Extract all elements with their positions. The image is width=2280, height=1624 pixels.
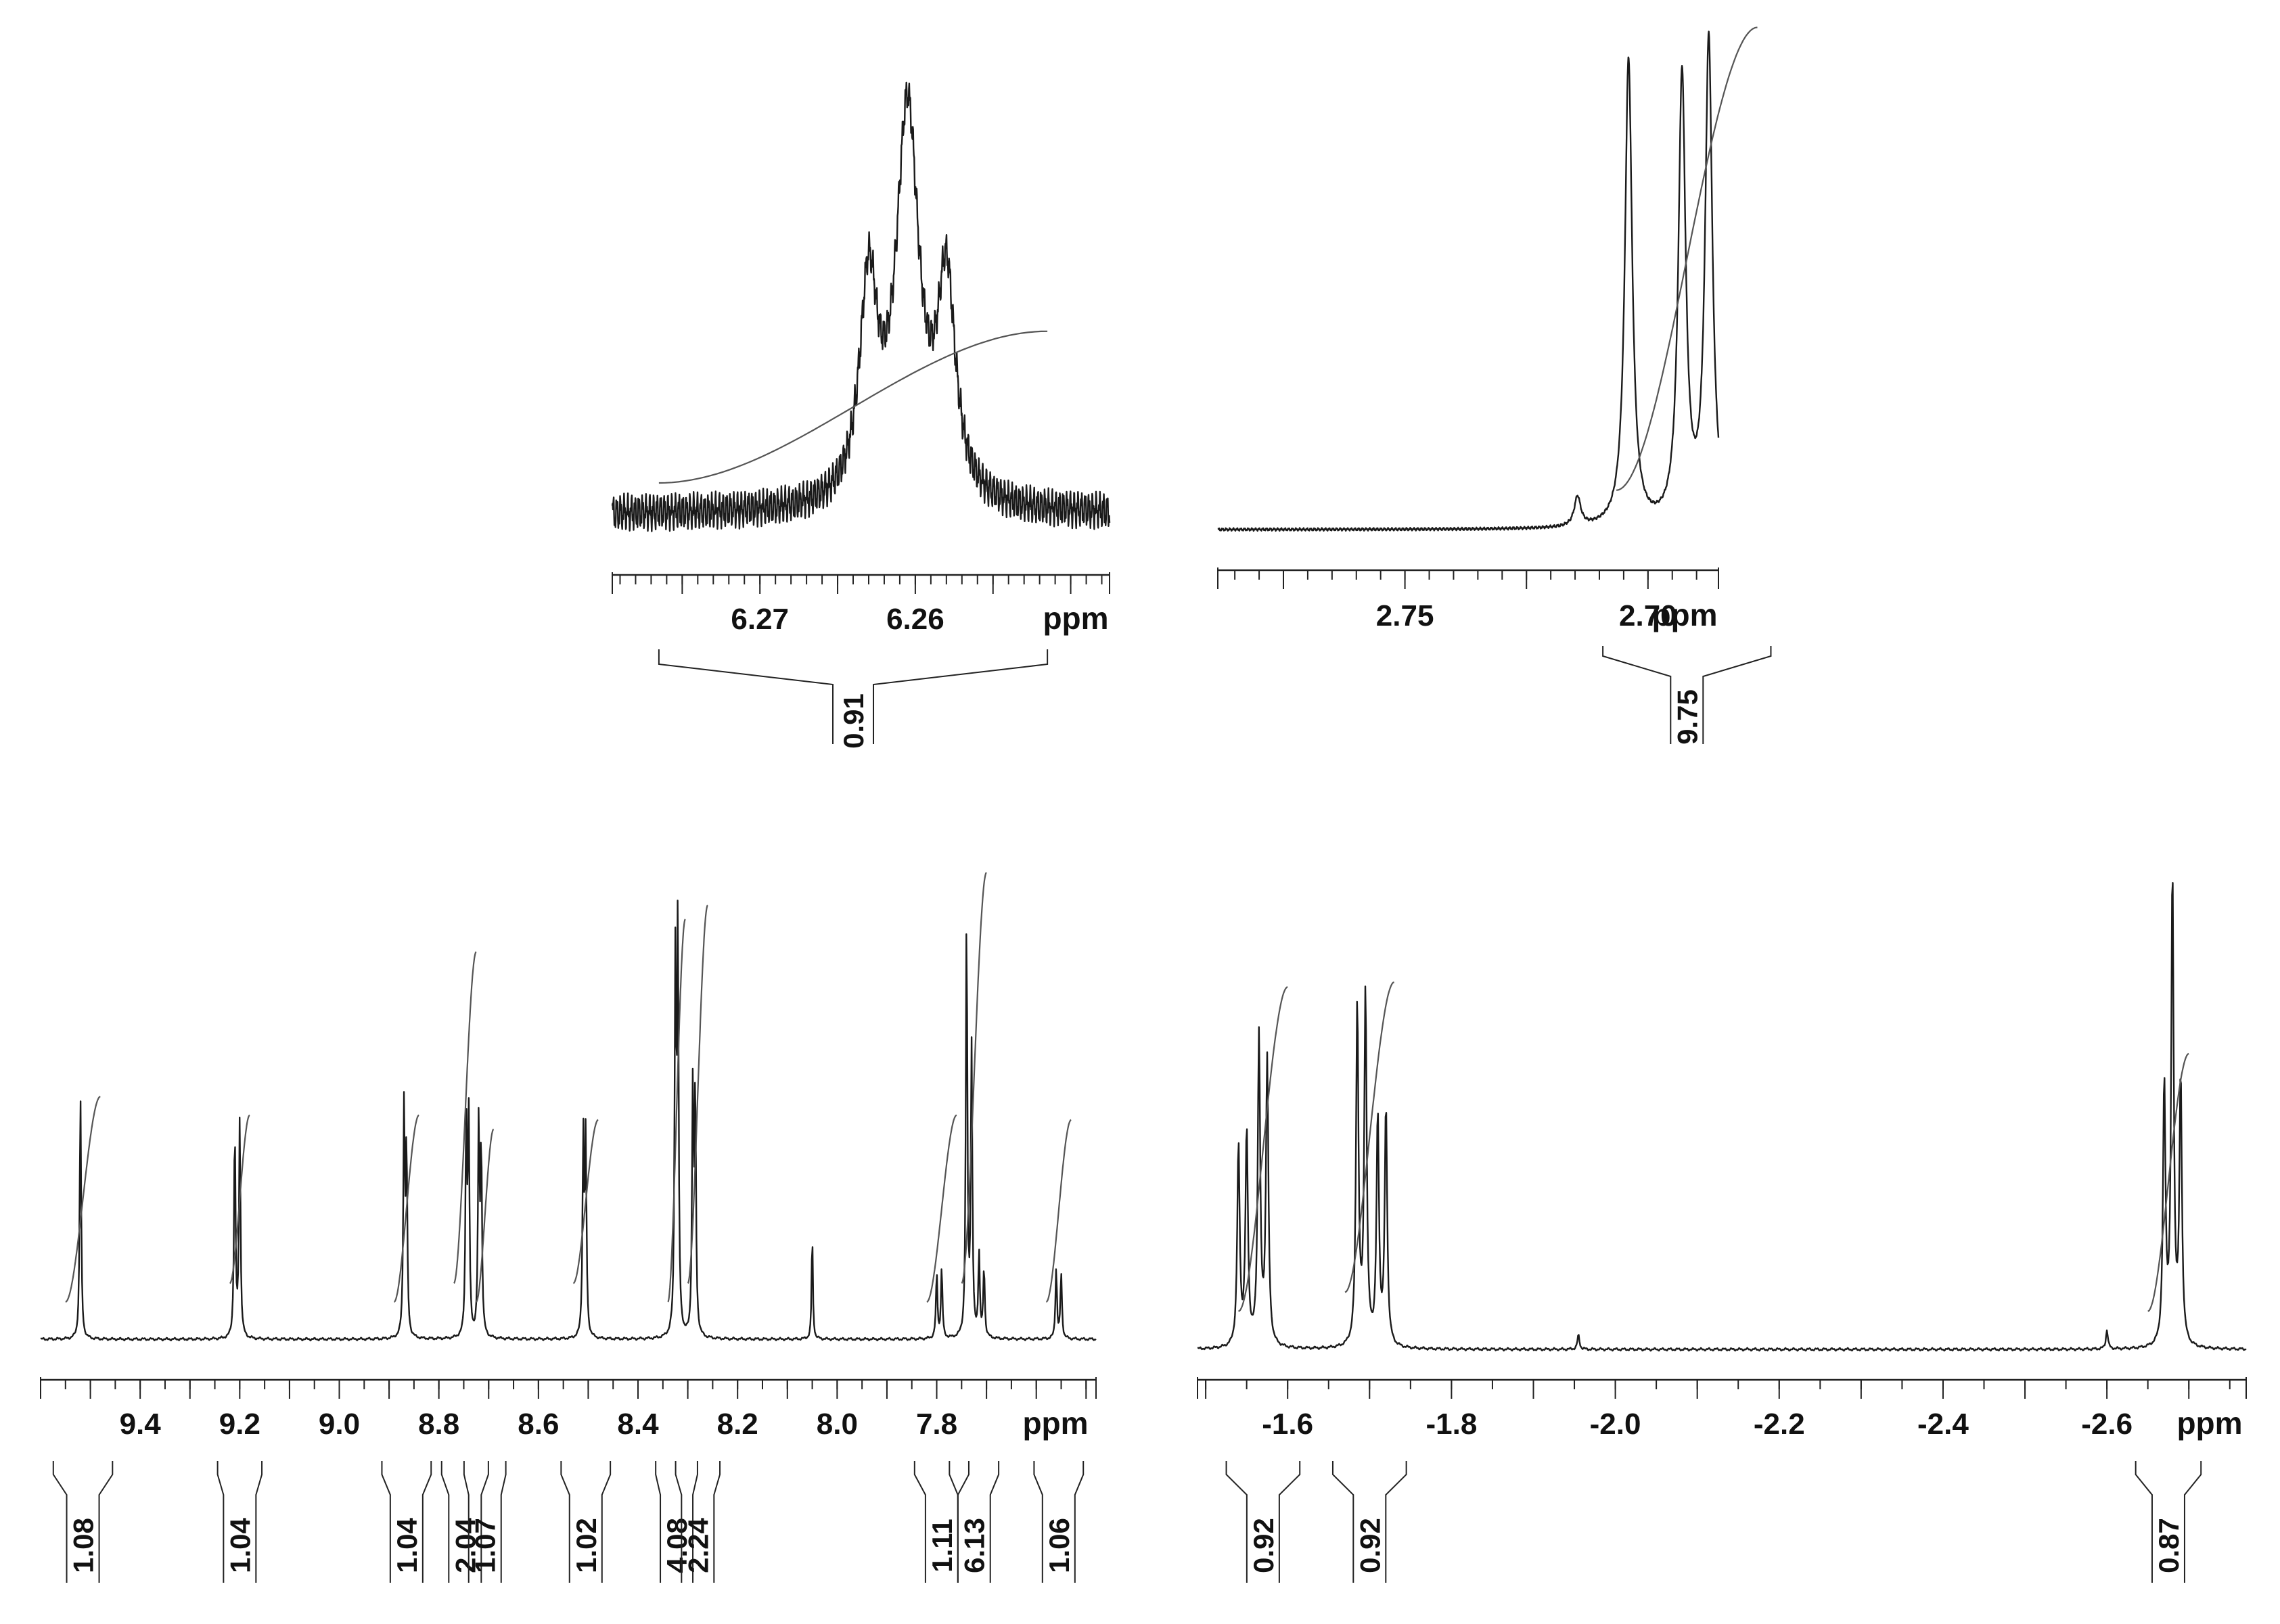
spectrum-trace [1197, 882, 2247, 1352]
integral-curve [65, 1096, 101, 1303]
integral-curve [1238, 986, 1288, 1312]
x-axis-unit-label: ppm [2176, 1406, 2242, 1441]
integral-value: 0.92 [1248, 1518, 1279, 1573]
integral-curve [687, 904, 708, 1284]
x-tick-label: 8.8 [418, 1408, 459, 1441]
integral-curve [667, 919, 686, 1303]
x-tick-label: 9.4 [120, 1408, 162, 1441]
x-tick-label: 8.2 [717, 1408, 758, 1441]
x-tick-label: 9.0 [319, 1408, 360, 1441]
integral-curve [1046, 1119, 1072, 1303]
integral-bracket [560, 1461, 612, 1583]
x-tick-label: 6.27 [731, 603, 789, 636]
integral-curve [453, 951, 477, 1284]
integral-curve [573, 1119, 599, 1284]
integral-value: 1.11 [926, 1518, 958, 1572]
integral-bracket [1331, 1461, 1407, 1583]
x-axis-unit-label: ppm [1651, 597, 1717, 632]
x-tick-label: -2.0 [1590, 1408, 1641, 1441]
integral-curve [961, 872, 987, 1284]
integral-value: 2.24 [682, 1517, 714, 1573]
integral-curve [658, 330, 1048, 484]
integral-curve [394, 1114, 419, 1303]
integral-bracket [463, 1461, 507, 1583]
x-tick-label: 8.6 [518, 1408, 559, 1441]
integral-curve [1344, 981, 1394, 1293]
integral-value: 6.13 [959, 1518, 990, 1573]
integral-value: 1.02 [570, 1518, 602, 1573]
x-axis-unit-label: ppm [1022, 1406, 1088, 1441]
x-tick-label: 8.0 [817, 1408, 858, 1441]
integral-bracket [381, 1461, 432, 1583]
x-tick-label: -1.6 [1262, 1408, 1313, 1441]
integral-curve [1616, 26, 1758, 491]
x-axis-unit-label: ppm [1043, 601, 1108, 636]
spectrum-trace [611, 81, 1111, 532]
x-tick-label: -2.2 [1754, 1408, 1805, 1441]
integral-bracket [52, 1461, 114, 1583]
integral-bracket [1033, 1461, 1085, 1583]
integral-value: 0.87 [2153, 1518, 2185, 1573]
integral-curve [229, 1114, 250, 1284]
spectrum-panel-inset-6-26-ppm: 6.27 6.26 ppm 0.91 [611, 81, 1111, 749]
spectrum-panel-upfield: -1.6 -1.8 -2.0 -2.2 -2.4 -2.6 ppm 0.92 0.92 0.87 [1197, 882, 2247, 1583]
x-tick-label: 7.8 [916, 1408, 957, 1441]
x-tick-label: -2.6 [2081, 1408, 2133, 1441]
integral-bracket [949, 1461, 1000, 1583]
integral-bracket [1602, 646, 1772, 744]
x-tick-label: 8.4 [617, 1408, 659, 1441]
integral-bracket [675, 1461, 721, 1583]
integral-value: 4.08 [661, 1518, 693, 1573]
integral-value: 1.08 [68, 1518, 99, 1573]
integral-value: 0.92 [1354, 1518, 1386, 1573]
integral-curve [926, 1114, 957, 1303]
x-tick-label: 6.26 [886, 603, 944, 636]
x-tick-label: 2.70 [1619, 599, 1677, 632]
spectrum-trace [40, 900, 1097, 1342]
x-tick-label: -1.8 [1426, 1408, 1477, 1441]
integral-value: 1.06 [1043, 1518, 1075, 1573]
integral-bracket [216, 1461, 263, 1583]
integral-bracket [1225, 1461, 1301, 1583]
integral-bracket [658, 649, 1049, 744]
integral-curve [476, 1128, 495, 1303]
integral-bracket [2135, 1461, 2202, 1583]
integral-value: 9.75 [1671, 689, 1703, 745]
integral-bracket [655, 1461, 698, 1583]
spectrum-panel-aromatic: 9.4 9.2 9.0 8.8 8.6 8.4 8.2 8.0 7.8 ppm 1.08 1.04 1.… [40, 872, 1097, 1583]
integral-value: 1.07 [470, 1518, 501, 1573]
integral-bracket [440, 1461, 489, 1583]
x-tick-label: 9.2 [219, 1408, 260, 1441]
integral-value: 0.91 [838, 693, 869, 749]
integral-value: 1.04 [391, 1517, 423, 1573]
x-tick-label: 2.75 [1376, 599, 1434, 632]
integral-value: 2.04 [449, 1517, 481, 1573]
integral-curve [2147, 1052, 2189, 1312]
x-tick-label: -2.4 [1917, 1408, 1969, 1441]
integral-value: 1.04 [224, 1517, 256, 1573]
spectrum-trace [1217, 30, 1720, 532]
